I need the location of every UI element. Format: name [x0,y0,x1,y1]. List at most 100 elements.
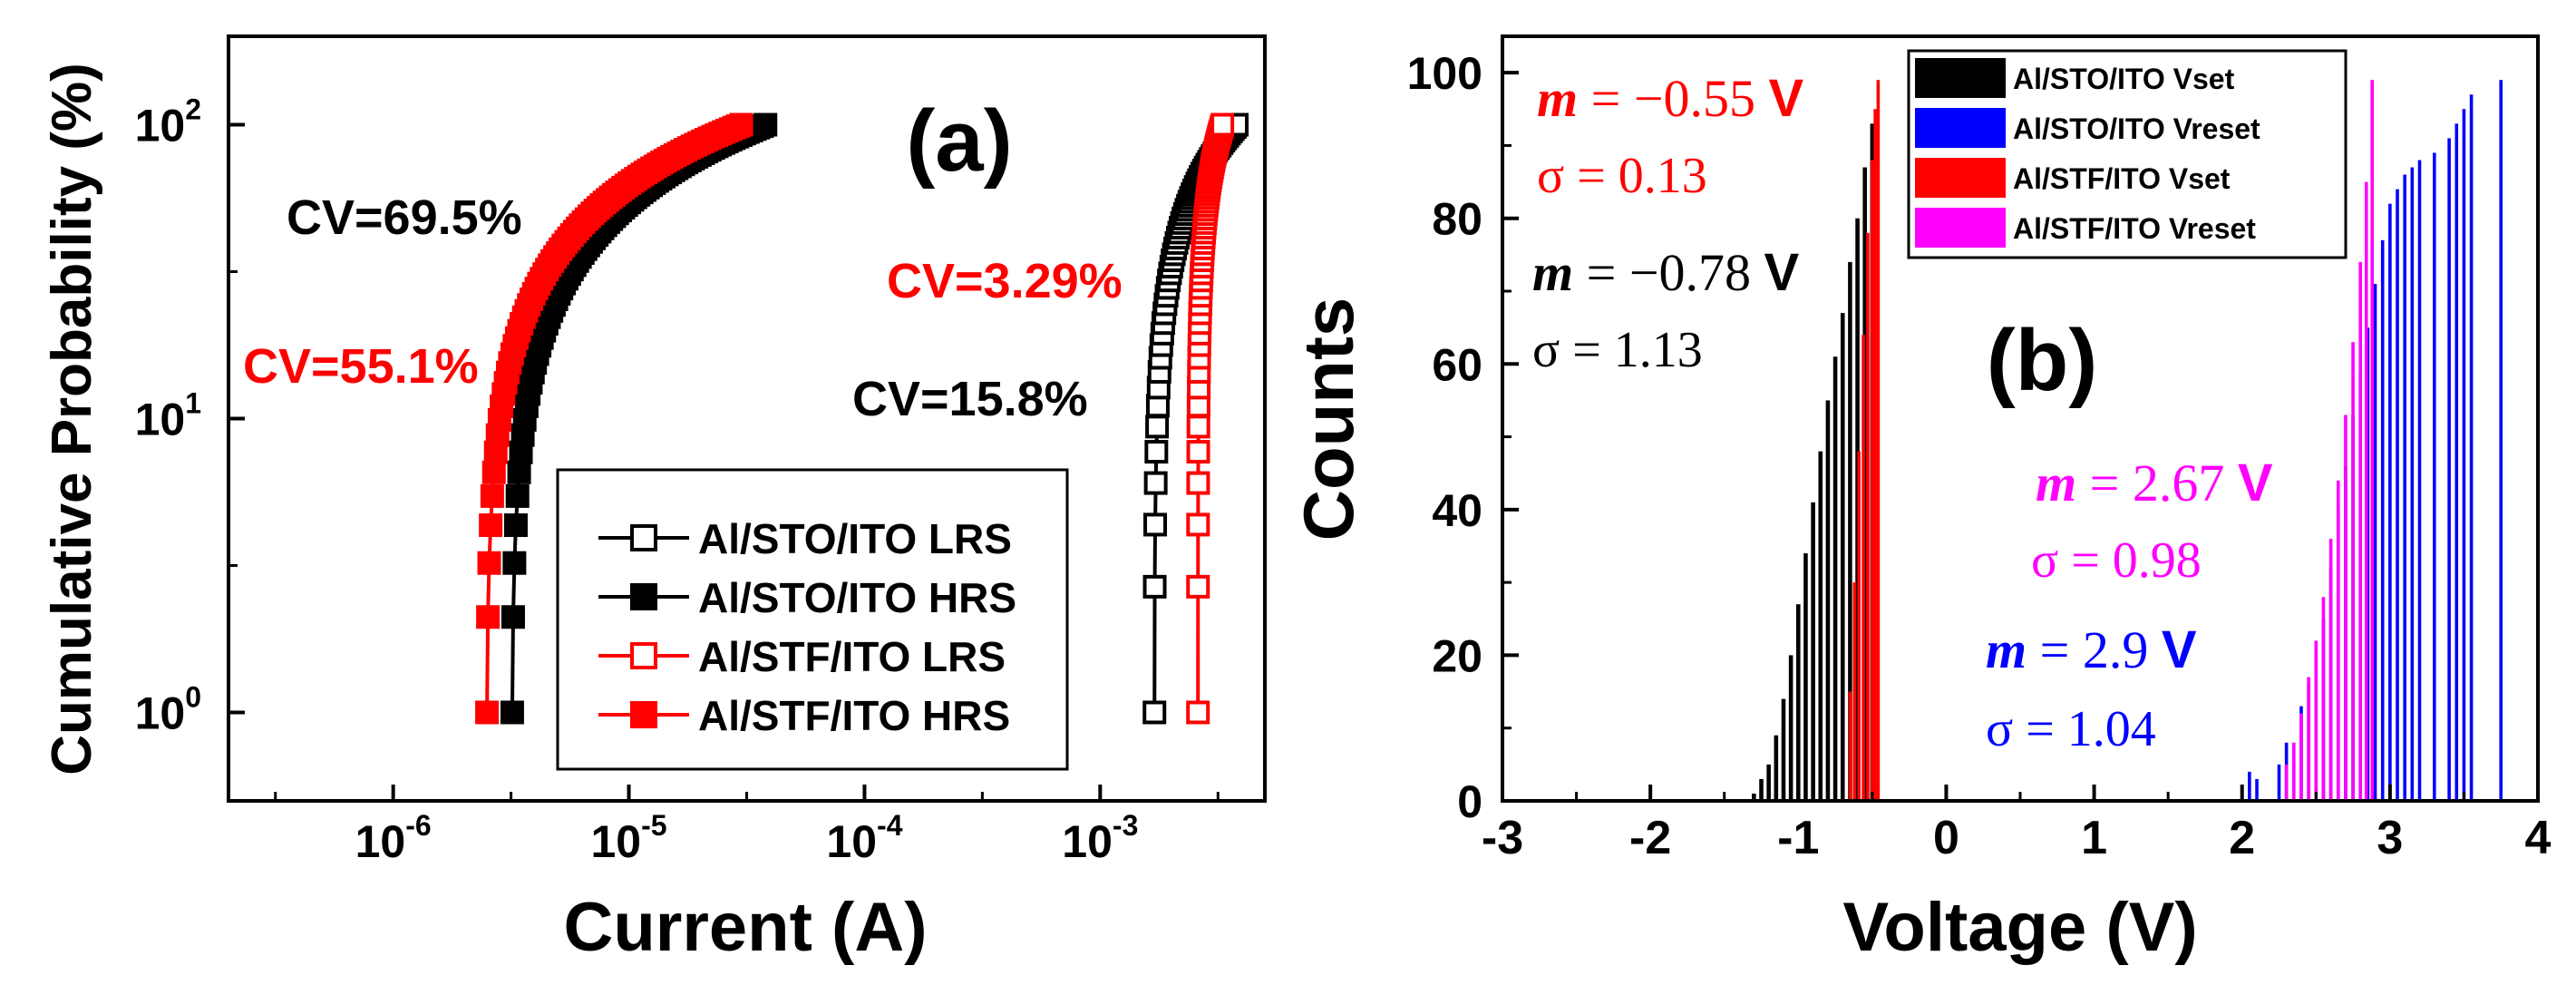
cv-sto-hrs-annotation: CV=69.5% [287,190,522,245]
histogram-bar [1862,335,1865,802]
histogram-bar [1852,582,1857,801]
legend-item-sto-hrs: Al/STO/ITO HRS [598,574,1016,621]
histogram-bar [2321,597,2326,801]
histogram-bar [2277,764,2281,801]
data-point [1143,471,1168,495]
legend-label-stf-lrs: Al/STF/ITO LRS [698,633,1006,680]
histogram-bar [2314,640,2318,801]
histogram-bar [1871,160,1874,801]
histogram-bar [2447,138,2451,801]
open-square-marker-icon [630,642,657,669]
panel-a-y-tick-label: 101 [135,387,201,445]
filled-square-marker-icon [630,701,657,728]
panel-b-y-axis-title: Counts [1288,297,1368,541]
histogram-bar [1848,691,1852,801]
histogram-bar [2499,80,2503,801]
data-point [500,700,524,725]
data-point [503,513,528,538]
data-point [475,700,500,725]
stf-vset-mean-annotation: m = −0.55 V [1537,69,1804,128]
legend-item-stf-lrs: Al/STF/ITO LRS [598,633,1006,680]
sto-vreset-sigma-annotation: σ = 1.04 [1986,701,2156,757]
series-al-stf-ito-vset [1848,80,1881,802]
histogram-bar [2255,778,2259,801]
panel-a-x-axis-title: Current (A) [563,889,927,966]
histogram-bar [1781,698,1786,801]
panel-b-x-tick-label: 2 [2229,812,2255,864]
histogram-bar [2370,80,2375,801]
histogram-bar [1866,232,1870,801]
panel-b-x-tick-label: -3 [1482,812,1523,864]
legend-swatch-sto-vset [1915,58,2006,98]
legend-swatch-stf-vset [1915,158,2006,198]
panel-a-y-tick-label: 102 [135,93,201,151]
histogram-bar [1766,764,1771,801]
panel-b-x-axis-title: Voltage (V) [1842,889,2197,966]
data-point [1186,414,1210,439]
data-point [481,460,506,484]
histogram-bar [2403,174,2406,802]
panel-a-ticks: 10-6 10-5 10-4 10-3 100 101 102 [135,93,1220,867]
data-point [476,605,501,629]
panel-a-x-tick-label: 10-3 [1062,809,1138,867]
legend-label-stf-vset: Al/STF/ITO Vset [2013,162,2231,195]
data-point [1142,574,1167,599]
histogram-bar [2248,771,2251,801]
histogram-bar [1759,778,1764,801]
data-point [1186,440,1210,464]
histogram-bar [1848,261,1852,801]
panel-a-y-axis-title: Cumulative Probability (%) [41,63,103,775]
histogram-bar [2307,677,2310,801]
histogram-bar [2344,414,2348,801]
legend-item-sto-lrs: Al/STO/ITO LRS [598,515,1012,562]
panel-b-x-tick-label: -1 [1777,812,1819,864]
histogram-bar [1876,80,1881,801]
histogram-bar [2373,283,2377,801]
panel-b-y-tick-label: 40 [1432,485,1482,536]
data-point [1143,512,1168,537]
data-point [753,112,778,137]
histogram-bar [2433,152,2436,801]
legend-label-sto-lrs: Al/STO/ITO LRS [698,515,1012,562]
stf-vreset-sigma-annotation: σ = 0.98 [2031,532,2202,589]
legend-swatch-stf-vreset [1915,208,2006,248]
legend-label-sto-vreset: Al/STO/ITO Vreset [2013,112,2260,145]
histogram-bar [2410,167,2415,801]
histogram-bar [2396,189,2399,802]
panel-b-x-tick-label: 3 [2377,812,2403,864]
data-point [1145,414,1170,439]
panel-a-series [475,112,1249,725]
legend-label-stf-hrs: Al/STF/ITO HRS [698,692,1010,739]
histogram-bar [2328,538,2333,801]
stf-vreset-mean-annotation: m = 2.67 V [2036,453,2273,512]
histogram-bar [2388,203,2392,801]
data-point [1186,512,1210,537]
histogram-bar [2284,764,2289,801]
filled-square-marker-icon [630,583,657,610]
series-al-stf-ito-vreset [2284,80,2375,802]
legend-swatch-sto-vreset [1915,108,2006,148]
panel-a-legend-box [556,468,1069,771]
data-point [480,483,504,508]
legend-label-sto-vset: Al/STO/ITO Vset [2013,63,2235,95]
data-point [507,460,531,484]
panel-b-y-tick-label: 20 [1432,630,1482,681]
panel-a-label: (a) [906,93,1012,190]
panel-a-cumulative-probability: 10-6 10-5 10-4 10-3 100 101 102 (a) CV=69.5% C… [41,34,1267,966]
panel-b-y-tick-label: 100 [1407,48,1482,99]
panel-a-x-tick-label: 10-5 [591,809,667,867]
histogram-bar [2351,342,2355,801]
cv-stf-hrs-annotation: CV=55.1% [243,339,479,394]
histogram-bar [1825,400,1831,801]
data-point [502,551,527,575]
panel-b-y-tick-label: 0 [1457,776,1482,827]
panel-a-y-tick-label: 100 [135,680,201,738]
histogram-bar [1774,735,1779,801]
panel-b-legend: Al/STO/ITO Vset Al/STO/ITO Vreset Al/STF… [1907,49,2348,259]
data-point [505,483,530,508]
histogram-bar [2469,94,2474,801]
data-point [477,551,501,575]
data-point [1186,471,1210,495]
